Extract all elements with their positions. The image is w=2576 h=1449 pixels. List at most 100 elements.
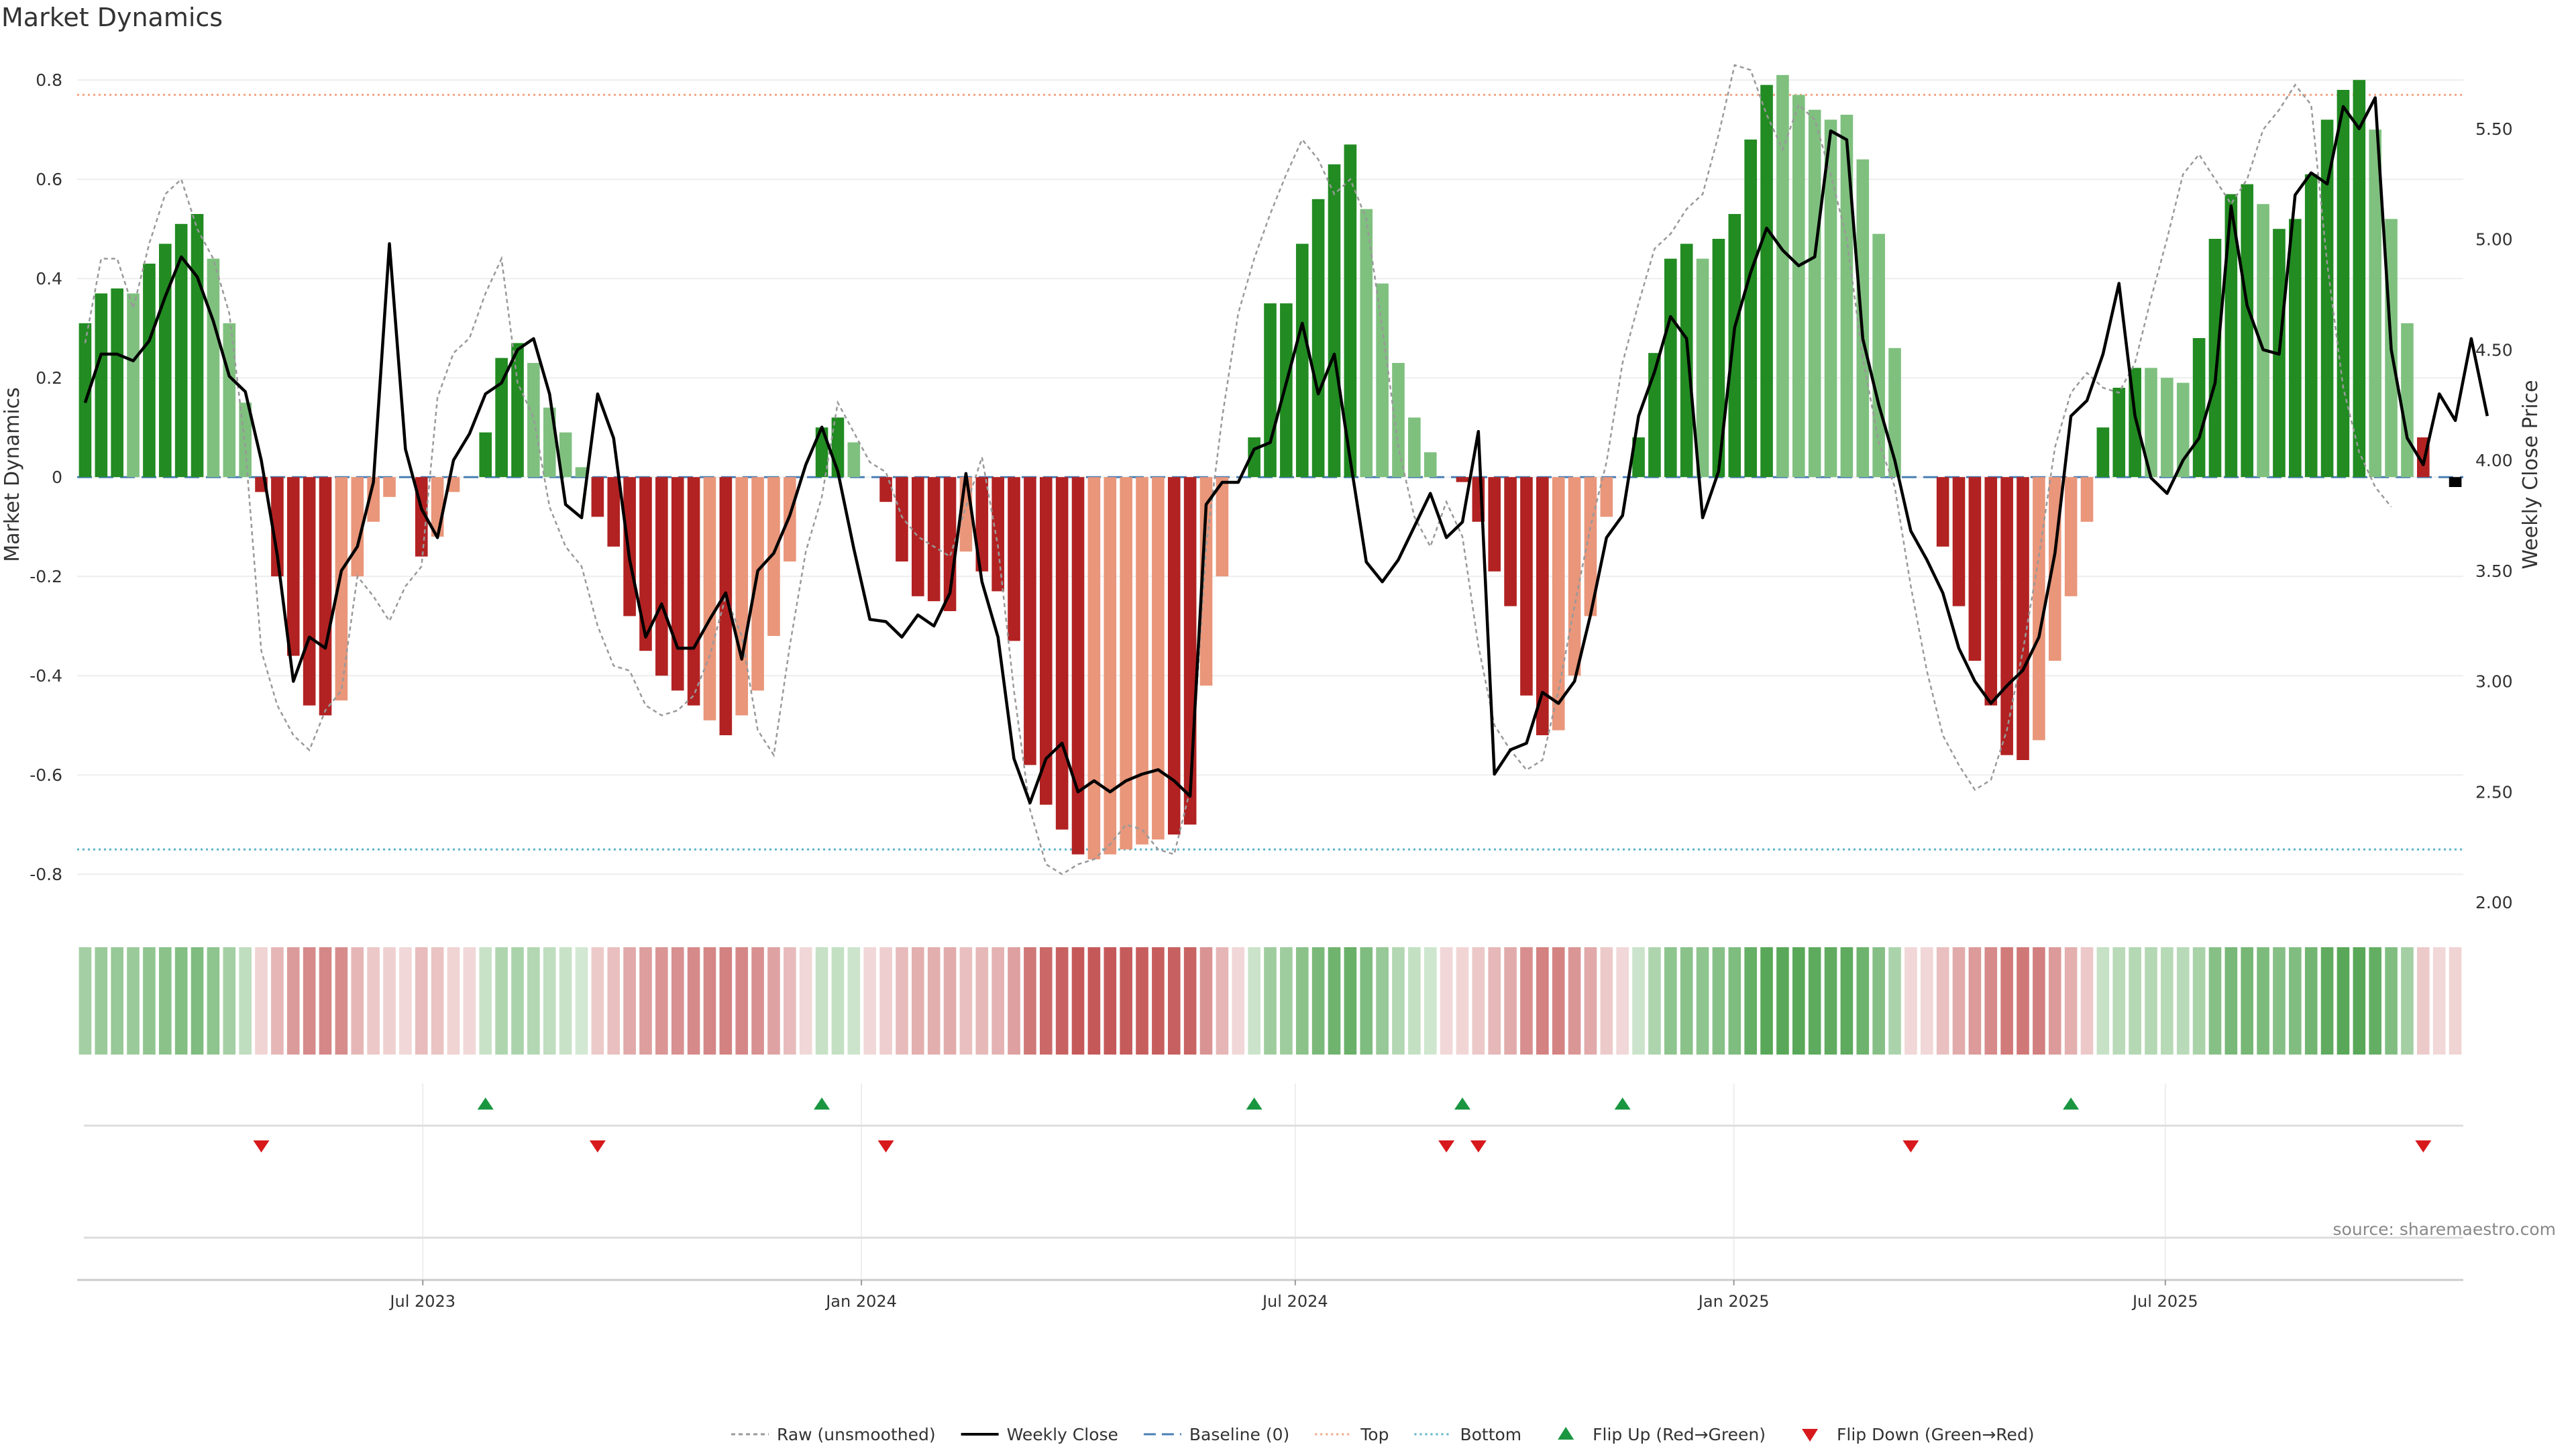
strip-cell [1696, 947, 1709, 1055]
strip-cell [2432, 947, 2446, 1055]
strip-cell [815, 947, 828, 1055]
bar [2017, 477, 2029, 760]
strip-cell [2192, 947, 2206, 1055]
strip-cell [447, 947, 460, 1055]
flip-down-marker [253, 1140, 270, 1152]
x-tick-label: Jul 2025 [2131, 1292, 2198, 1311]
strip-cell [1984, 947, 1998, 1055]
x-tick-label: Jul 2023 [388, 1292, 455, 1311]
left-tick-label: 0.2 [36, 368, 62, 388]
strip-cell [2064, 947, 2078, 1055]
left-tick-label: 0.4 [36, 269, 62, 288]
bar [158, 244, 172, 478]
bar [1344, 144, 1357, 478]
x-tick-label: Jul 2024 [1261, 1292, 1328, 1311]
flip-up-marker [1614, 1097, 1631, 1110]
flip-down-marker [1470, 1140, 1487, 1152]
bar [1744, 140, 1757, 478]
bar [1376, 283, 1389, 478]
bar [1808, 109, 1821, 478]
x-tick-label: Jan 2025 [1697, 1292, 1770, 1311]
strip-cell [751, 947, 764, 1055]
strip-cell [1280, 947, 1293, 1055]
strip-cell [2176, 947, 2190, 1055]
bar [2320, 119, 2334, 478]
strip-cell [2241, 947, 2254, 1055]
strip-cell [223, 947, 236, 1055]
bar [143, 264, 156, 478]
bar [111, 288, 123, 478]
bar [2369, 129, 2382, 478]
bar [591, 477, 604, 517]
strip-cell [1248, 947, 1260, 1055]
strip-cell [1584, 947, 1597, 1055]
bar [1008, 477, 1020, 641]
strip-cell [479, 947, 492, 1055]
strip-cell [255, 947, 268, 1055]
bar [1632, 437, 1645, 478]
bar [2192, 338, 2206, 478]
strip-cell [2257, 947, 2269, 1055]
left-axis-label: Market Dynamics [1, 387, 24, 562]
bar [687, 477, 700, 706]
strip-cell [2080, 947, 2094, 1055]
strip-cell [847, 947, 861, 1055]
bar [559, 432, 572, 478]
left-tick-label: -0.6 [30, 765, 62, 785]
bar [1055, 477, 1069, 830]
bar [1295, 244, 1309, 478]
strip-cell [351, 947, 364, 1055]
legend-swatch [1802, 1429, 1819, 1442]
bar [2000, 477, 2013, 755]
strip-cell [1472, 947, 1485, 1055]
strip-cell [2096, 947, 2110, 1055]
strip-cell [2369, 947, 2382, 1055]
strip-cell [1904, 947, 1917, 1055]
bar [2353, 80, 2366, 478]
flip-up-marker [1454, 1097, 1470, 1110]
flip-down-marker [589, 1140, 606, 1152]
bar [703, 477, 716, 720]
strip-cell [1104, 947, 1117, 1055]
strip-cell [735, 947, 749, 1055]
strip-cell [2401, 947, 2414, 1055]
strip-cell [1792, 947, 1805, 1055]
bar [2304, 174, 2318, 478]
right-tick-label: 4.00 [2475, 451, 2513, 470]
strip-cell [191, 947, 204, 1055]
strip-cell [2000, 947, 2013, 1055]
bar [2224, 194, 2238, 478]
right-tick-label: 2.50 [2475, 782, 2513, 802]
bar [319, 477, 332, 716]
strip-cell [959, 947, 973, 1055]
strip-cell [1488, 947, 1501, 1055]
strip-cell [207, 947, 220, 1055]
bar [1600, 477, 1613, 517]
flip-up-marker [1246, 1097, 1263, 1110]
strip-cell [2208, 947, 2222, 1055]
bar [174, 223, 188, 478]
chart-title: Market Dynamics [1, 3, 223, 32]
bar [751, 477, 764, 691]
strip-cell [286, 947, 300, 1055]
strip-cell [1328, 947, 1341, 1055]
strip-cell [1744, 947, 1757, 1055]
strip-cell [143, 947, 156, 1055]
strip-cell [991, 947, 1004, 1055]
regime-strip [78, 947, 2462, 1055]
bar [879, 477, 892, 502]
legend-item-flip_up: Flip Up (Red→Green) [1558, 1425, 1766, 1444]
strip-cell [1295, 947, 1309, 1055]
bar [1199, 477, 1213, 686]
legend-item-baseline: Baseline (0) [1143, 1425, 1289, 1444]
bar [1680, 244, 1693, 478]
bar [1856, 159, 1870, 478]
strip-cell [1087, 947, 1101, 1055]
bar [335, 477, 348, 701]
weekly-close-line [83, 96, 2489, 805]
bar [1071, 477, 1085, 855]
strip-cell [1408, 947, 1421, 1055]
strip-cell [543, 947, 556, 1055]
left-y-axis: 0.8 0.6 0.4 0.2 0 -0.2 -0.4 -0.6 -0.8 Market Dyna… [1, 70, 62, 884]
strip-cell [2224, 947, 2238, 1055]
